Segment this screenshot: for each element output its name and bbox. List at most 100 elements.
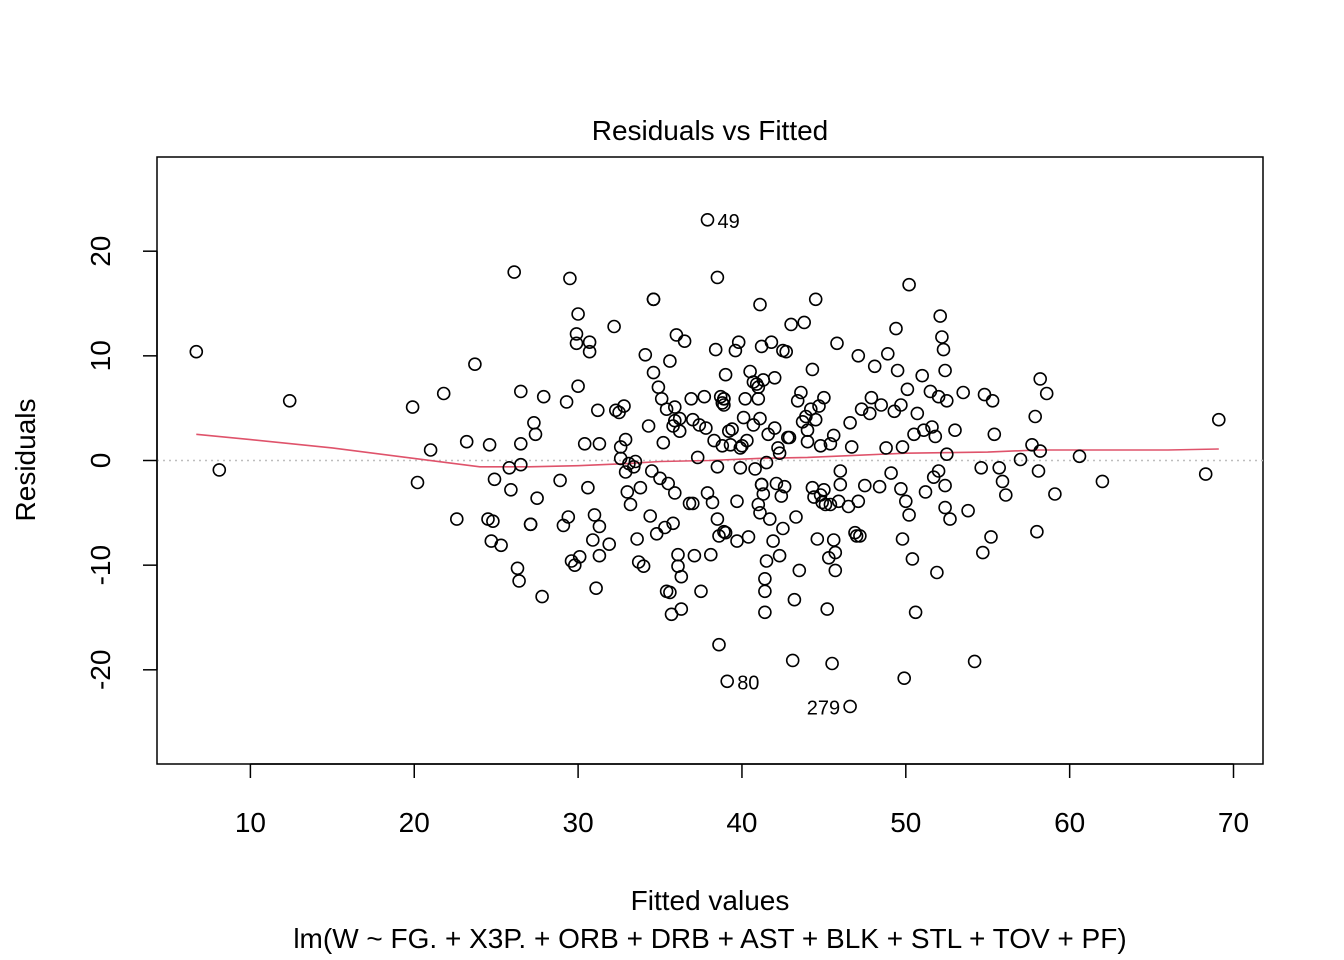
y-tick-label: -10 xyxy=(85,545,116,585)
residual-point xyxy=(694,584,708,599)
residual-point xyxy=(646,365,661,380)
residual-point xyxy=(513,436,528,451)
residual-point xyxy=(974,460,989,475)
residual-point xyxy=(864,390,879,405)
residual-point xyxy=(902,277,916,292)
residual-point xyxy=(828,545,843,560)
residual-point xyxy=(849,529,864,543)
residual-point xyxy=(530,491,544,506)
residual-point xyxy=(800,434,815,449)
residual-point xyxy=(1072,449,1087,464)
residual-point xyxy=(759,455,774,470)
residual-point xyxy=(753,411,767,426)
residual-point xyxy=(636,559,651,574)
residual-point xyxy=(961,503,975,518)
residual-point xyxy=(938,363,952,378)
y-tick-label: 10 xyxy=(85,340,116,371)
outlier-label: 279 xyxy=(807,697,840,719)
residual-point xyxy=(738,391,753,406)
residual-point xyxy=(916,423,931,438)
residual-point xyxy=(794,385,808,400)
residual-point xyxy=(212,463,227,477)
residual-point xyxy=(633,480,648,495)
residual-point xyxy=(523,517,538,532)
residual-point xyxy=(843,699,857,714)
residual-point xyxy=(1048,487,1062,501)
residual-point xyxy=(582,335,597,350)
residual-point xyxy=(715,438,730,453)
residual-point xyxy=(713,389,728,404)
residual-point xyxy=(895,440,910,454)
residual-point xyxy=(1039,386,1054,401)
residual-point xyxy=(933,309,948,323)
residual-point xyxy=(828,563,843,578)
residual-point xyxy=(617,399,631,413)
residual-point xyxy=(561,510,576,524)
residual-point xyxy=(507,265,522,279)
residual-point xyxy=(817,390,831,405)
residual-point xyxy=(527,415,541,430)
residual-point xyxy=(513,384,528,399)
residual-point xyxy=(571,379,585,394)
residual-point xyxy=(754,477,769,492)
residual-point xyxy=(823,497,838,512)
y-tick-label: -20 xyxy=(85,650,116,690)
residual-point xyxy=(581,480,595,495)
residual-point xyxy=(710,512,725,526)
residual-point xyxy=(748,462,762,476)
residual-point xyxy=(690,450,705,465)
residual-point xyxy=(985,393,1000,408)
residual-point xyxy=(687,548,702,563)
residual-point xyxy=(685,496,700,511)
residual-point xyxy=(468,357,482,372)
residual-point xyxy=(513,457,528,472)
residual-point xyxy=(569,336,584,351)
x-axis-label: Fitted values xyxy=(631,885,790,916)
residual-point xyxy=(730,534,744,548)
y-axis-label: Residuals xyxy=(10,399,41,522)
residual-point xyxy=(862,406,877,421)
residual-point xyxy=(782,430,797,445)
x-tick-label: 30 xyxy=(563,807,594,838)
residual-point xyxy=(833,477,848,492)
residual-point xyxy=(975,545,990,560)
residual-point xyxy=(571,307,585,321)
residual-point xyxy=(992,460,1007,475)
residual-point xyxy=(405,400,420,414)
residual-point xyxy=(410,475,425,490)
residual-point xyxy=(867,359,882,374)
residual-point xyxy=(482,437,497,452)
residual-point xyxy=(851,348,866,363)
residual-point xyxy=(559,395,574,409)
residual-point xyxy=(915,368,930,383)
x-tick-label: 60 xyxy=(1054,807,1085,838)
residual-point xyxy=(666,516,680,531)
residual-point xyxy=(857,478,872,493)
residual-point xyxy=(817,482,831,497)
residual-point xyxy=(626,459,641,474)
residual-point xyxy=(582,344,597,359)
residual-point xyxy=(459,434,474,449)
outlier-label: 80 xyxy=(737,672,759,694)
residual-point xyxy=(592,436,607,451)
residual-point xyxy=(931,464,946,478)
residual-point xyxy=(943,512,957,526)
residual-point xyxy=(956,385,971,400)
residual-point xyxy=(925,420,939,434)
residual-point xyxy=(790,393,805,408)
residual-point xyxy=(751,391,766,406)
residual-point xyxy=(938,500,952,515)
residual-point xyxy=(699,421,713,435)
residual-point xyxy=(984,530,998,544)
residual-point xyxy=(510,561,525,576)
residual-point xyxy=(830,336,844,351)
residual-point xyxy=(844,440,859,454)
residual-point xyxy=(987,427,1002,442)
residual-point xyxy=(613,440,628,454)
residual-point xyxy=(572,549,587,564)
residual-point xyxy=(658,520,672,535)
residual-point xyxy=(528,427,543,442)
residual-point xyxy=(708,342,723,357)
residual-point xyxy=(902,508,916,522)
residual-point xyxy=(758,571,772,586)
